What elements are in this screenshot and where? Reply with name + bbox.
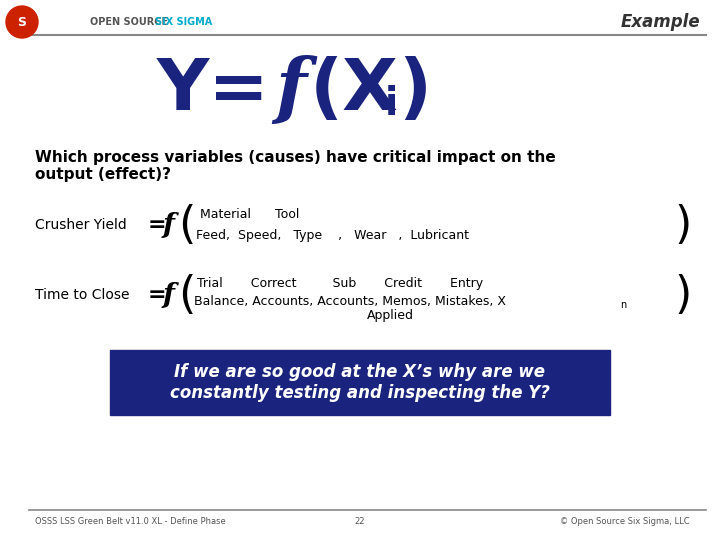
Text: Trial       Correct         Sub       Credit       Entry: Trial Correct Sub Credit Entry	[197, 278, 483, 291]
Text: Time to Close: Time to Close	[35, 288, 130, 302]
Text: Feed,  Speed,   Type    ,   Wear   ,  Lubricant: Feed, Speed, Type , Wear , Lubricant	[196, 228, 469, 241]
Text: (: (	[178, 204, 195, 246]
Text: =: =	[148, 285, 166, 305]
Text: (X: (X	[310, 56, 399, 125]
Text: Example: Example	[621, 13, 700, 31]
Text: i: i	[385, 85, 398, 123]
Text: ): )	[675, 273, 692, 316]
Text: Y=: Y=	[157, 56, 270, 125]
Text: ): )	[398, 56, 431, 125]
Text: ): )	[675, 204, 692, 246]
Text: If we are so good at the X’s why are we
constantly testing and inspecting the Y?: If we are so good at the X’s why are we …	[170, 363, 550, 402]
Text: Crusher Yield: Crusher Yield	[35, 218, 127, 232]
Text: f: f	[275, 55, 306, 125]
Text: 22: 22	[355, 517, 365, 526]
Text: Which process variables (causes) have critical impact on the
output (effect)?: Which process variables (causes) have cr…	[35, 150, 556, 183]
Text: © Open Source Six Sigma, LLC: © Open Source Six Sigma, LLC	[560, 517, 690, 526]
Text: OPEN SOURCE: OPEN SOURCE	[90, 17, 171, 27]
Text: Applied: Applied	[366, 309, 413, 322]
Text: (: (	[178, 273, 195, 316]
Text: Material      Tool: Material Tool	[200, 208, 300, 221]
Text: f: f	[163, 281, 175, 308]
Circle shape	[6, 6, 38, 38]
Text: f: f	[163, 212, 175, 239]
Text: Balance, Accounts, Accounts, Memos, Mistakes, X: Balance, Accounts, Accounts, Memos, Mist…	[194, 294, 506, 307]
Text: =: =	[148, 215, 166, 235]
Text: SIX SIGMA: SIX SIGMA	[155, 17, 212, 27]
Text: OSSS LSS Green Belt v11.0 XL - Define Phase: OSSS LSS Green Belt v11.0 XL - Define Ph…	[35, 517, 226, 526]
Text: n: n	[620, 300, 626, 310]
FancyBboxPatch shape	[110, 350, 610, 415]
Text: S: S	[17, 16, 27, 29]
